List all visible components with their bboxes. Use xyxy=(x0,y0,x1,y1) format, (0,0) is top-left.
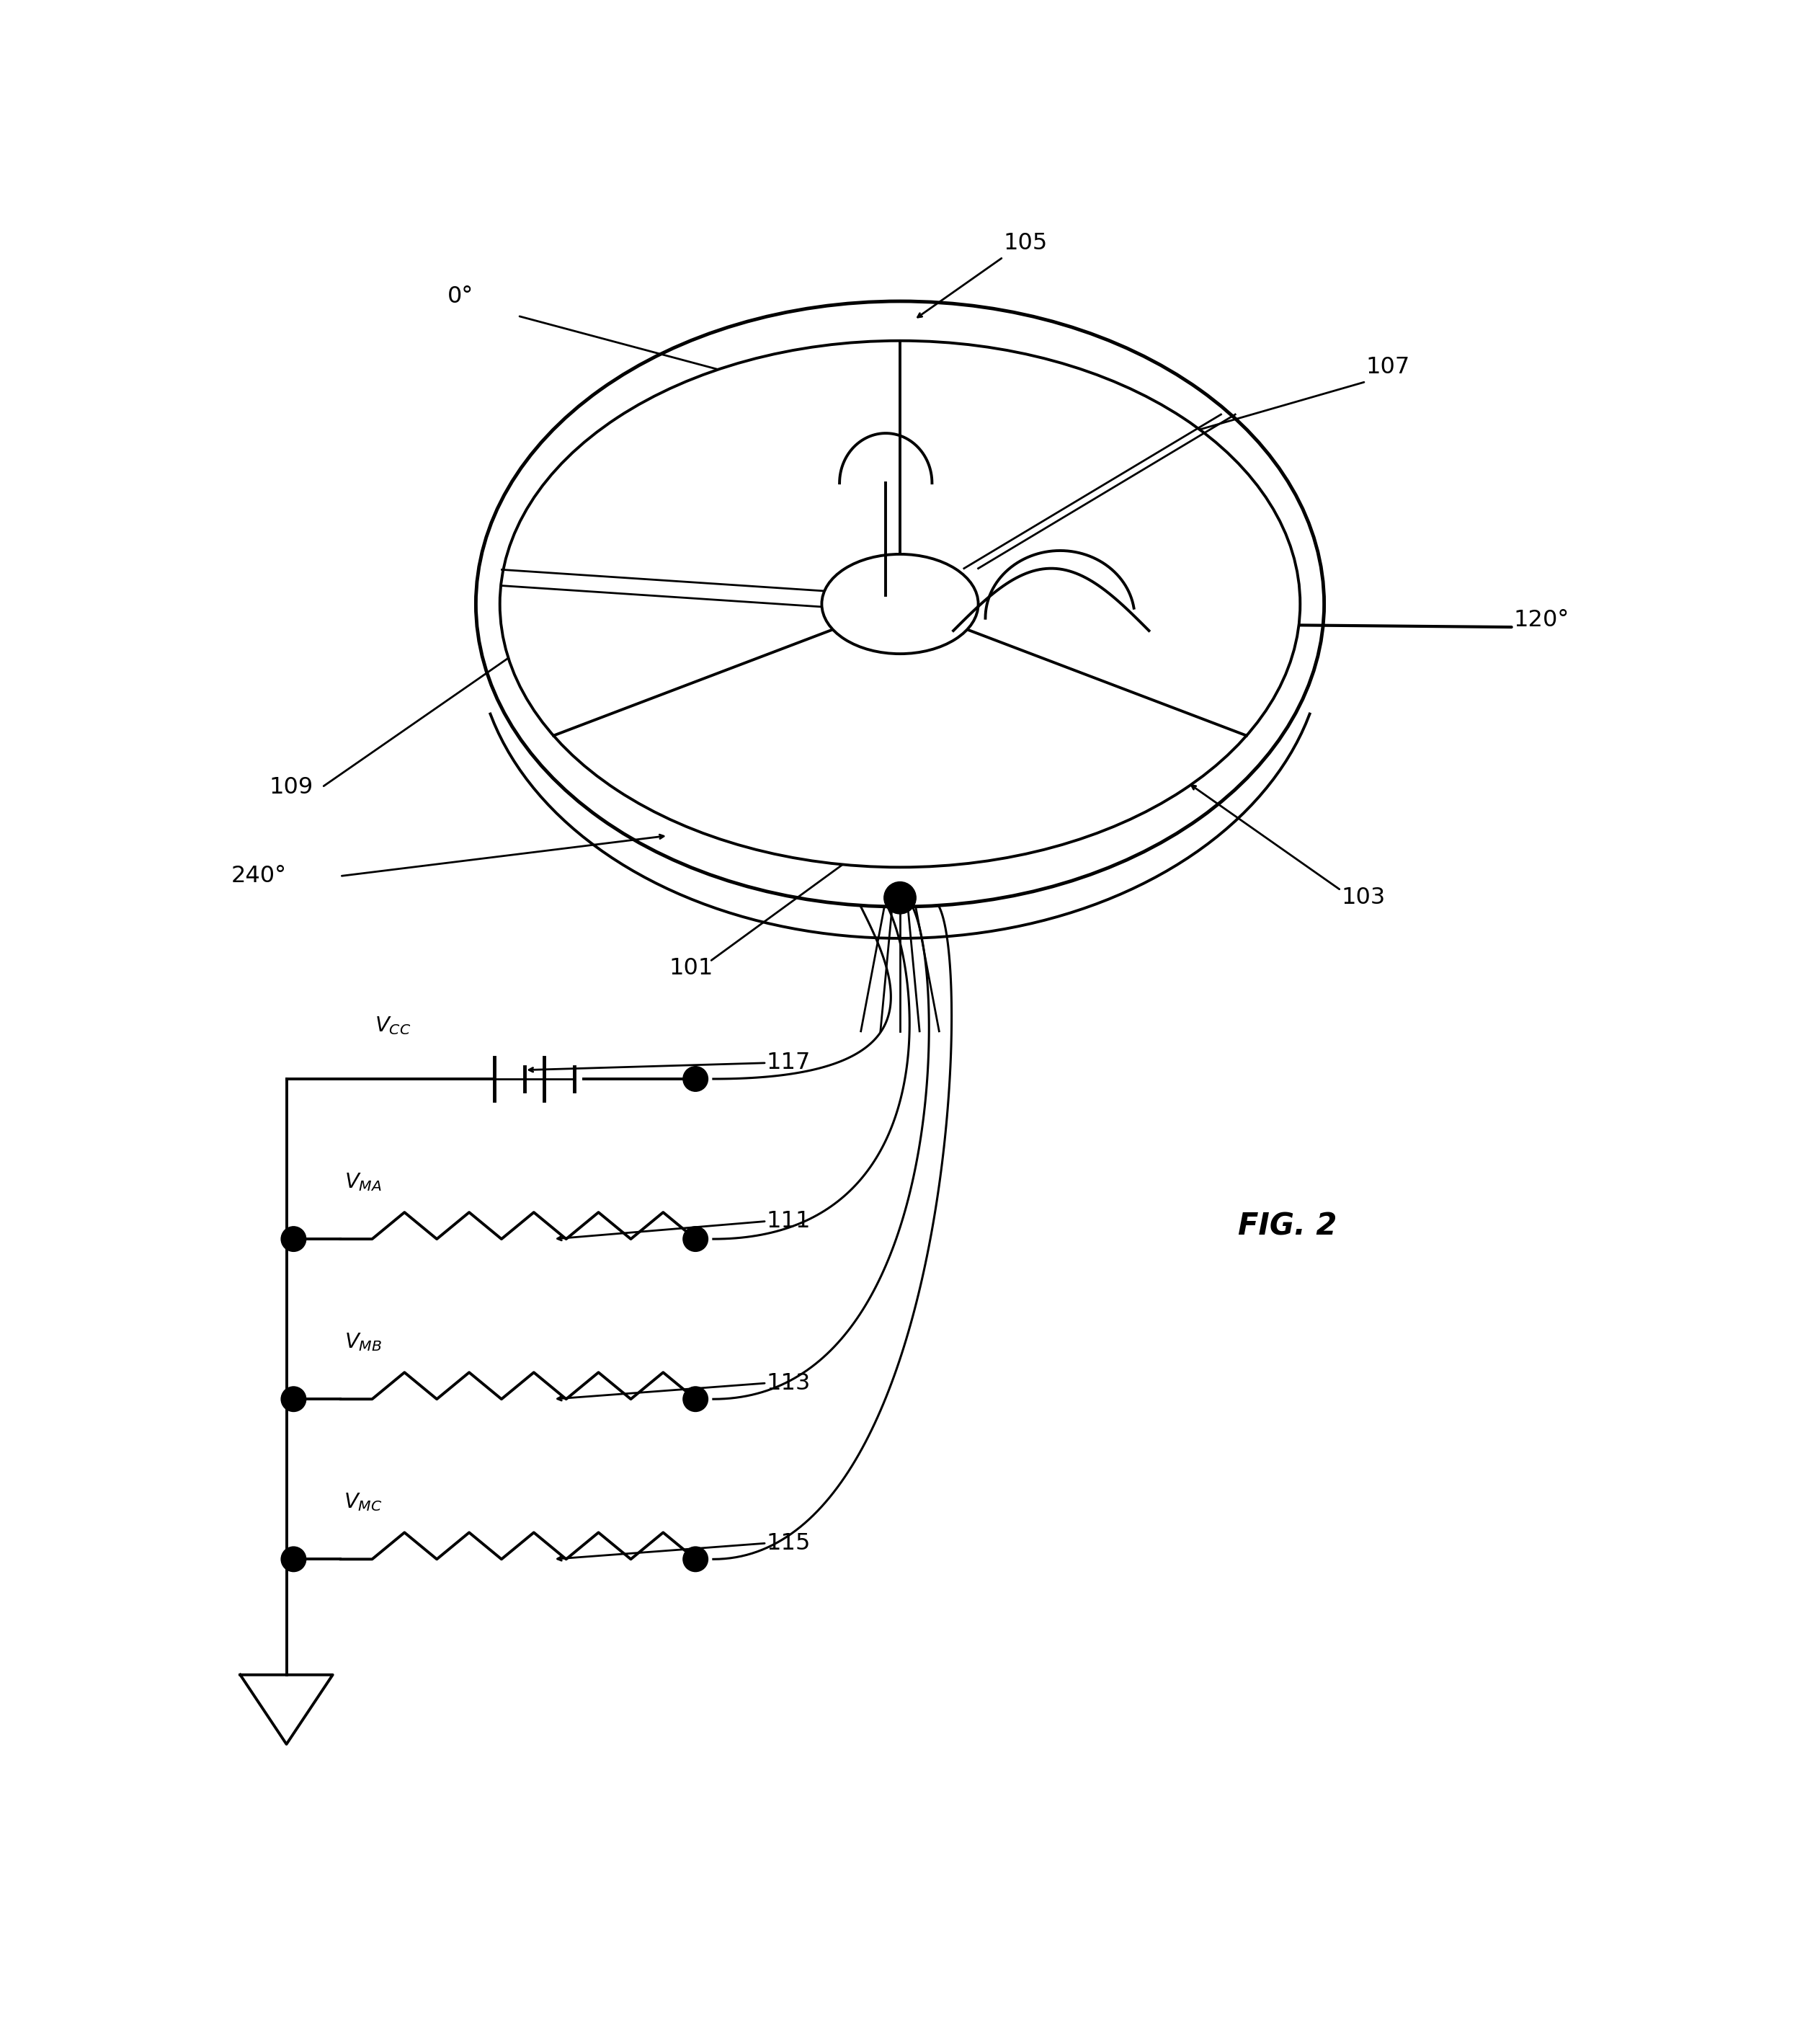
Circle shape xyxy=(281,1226,306,1251)
Text: 107: 107 xyxy=(1366,356,1409,378)
Ellipse shape xyxy=(823,554,977,654)
Text: 0°: 0° xyxy=(448,284,473,307)
Text: 113: 113 xyxy=(767,1372,810,1394)
Text: $V_{CC}$: $V_{CC}$ xyxy=(374,1014,410,1036)
Circle shape xyxy=(884,881,916,914)
Text: 103: 103 xyxy=(1341,887,1386,910)
Circle shape xyxy=(281,1547,306,1572)
Circle shape xyxy=(281,1386,306,1412)
Circle shape xyxy=(682,1226,707,1251)
Text: 117: 117 xyxy=(767,1053,810,1073)
Text: $V_{MA}$: $V_{MA}$ xyxy=(344,1171,382,1194)
Text: $V_{MB}$: $V_{MB}$ xyxy=(344,1331,382,1353)
Text: 105: 105 xyxy=(1003,231,1048,253)
Text: 111: 111 xyxy=(767,1210,812,1233)
Text: 120°: 120° xyxy=(1514,609,1570,632)
Text: 240°: 240° xyxy=(230,865,286,887)
Text: 115: 115 xyxy=(767,1533,810,1553)
Text: SEC.(B): SEC.(B) xyxy=(1109,656,1183,677)
Text: 101: 101 xyxy=(670,957,713,979)
Ellipse shape xyxy=(500,341,1300,867)
Circle shape xyxy=(682,1547,707,1572)
Circle shape xyxy=(682,1386,707,1412)
Text: 109: 109 xyxy=(268,777,313,799)
Text: $V_{MC}$: $V_{MC}$ xyxy=(344,1492,382,1513)
Circle shape xyxy=(682,1067,707,1091)
Text: FIG. 2: FIG. 2 xyxy=(1238,1212,1337,1241)
Text: SEC.(A): SEC.(A) xyxy=(628,536,702,556)
Text: SEC.(C): SEC.(C) xyxy=(698,656,774,677)
